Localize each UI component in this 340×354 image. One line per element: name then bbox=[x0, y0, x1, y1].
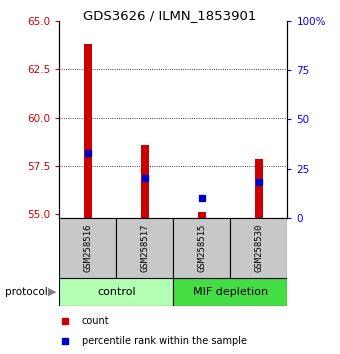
FancyBboxPatch shape bbox=[173, 218, 231, 278]
Bar bbox=[84, 44, 92, 218]
Text: GDS3626 / ILMN_1853901: GDS3626 / ILMN_1853901 bbox=[83, 10, 257, 22]
Bar bbox=[255, 159, 263, 218]
Text: ▶: ▶ bbox=[49, 287, 57, 297]
Text: GSM258530: GSM258530 bbox=[254, 224, 263, 272]
Text: GSM258517: GSM258517 bbox=[140, 224, 149, 272]
Text: control: control bbox=[97, 287, 136, 297]
Text: percentile rank within the sample: percentile rank within the sample bbox=[82, 336, 247, 346]
Text: MIF depletion: MIF depletion bbox=[193, 287, 268, 297]
Text: GSM258516: GSM258516 bbox=[84, 224, 92, 272]
Text: protocol: protocol bbox=[5, 287, 48, 297]
Bar bbox=[198, 212, 206, 218]
Text: GSM258515: GSM258515 bbox=[198, 224, 206, 272]
FancyBboxPatch shape bbox=[59, 218, 116, 278]
FancyBboxPatch shape bbox=[231, 218, 287, 278]
Bar bbox=[141, 144, 149, 218]
FancyBboxPatch shape bbox=[59, 278, 173, 306]
FancyBboxPatch shape bbox=[173, 278, 287, 306]
Text: count: count bbox=[82, 316, 109, 326]
FancyBboxPatch shape bbox=[116, 218, 173, 278]
